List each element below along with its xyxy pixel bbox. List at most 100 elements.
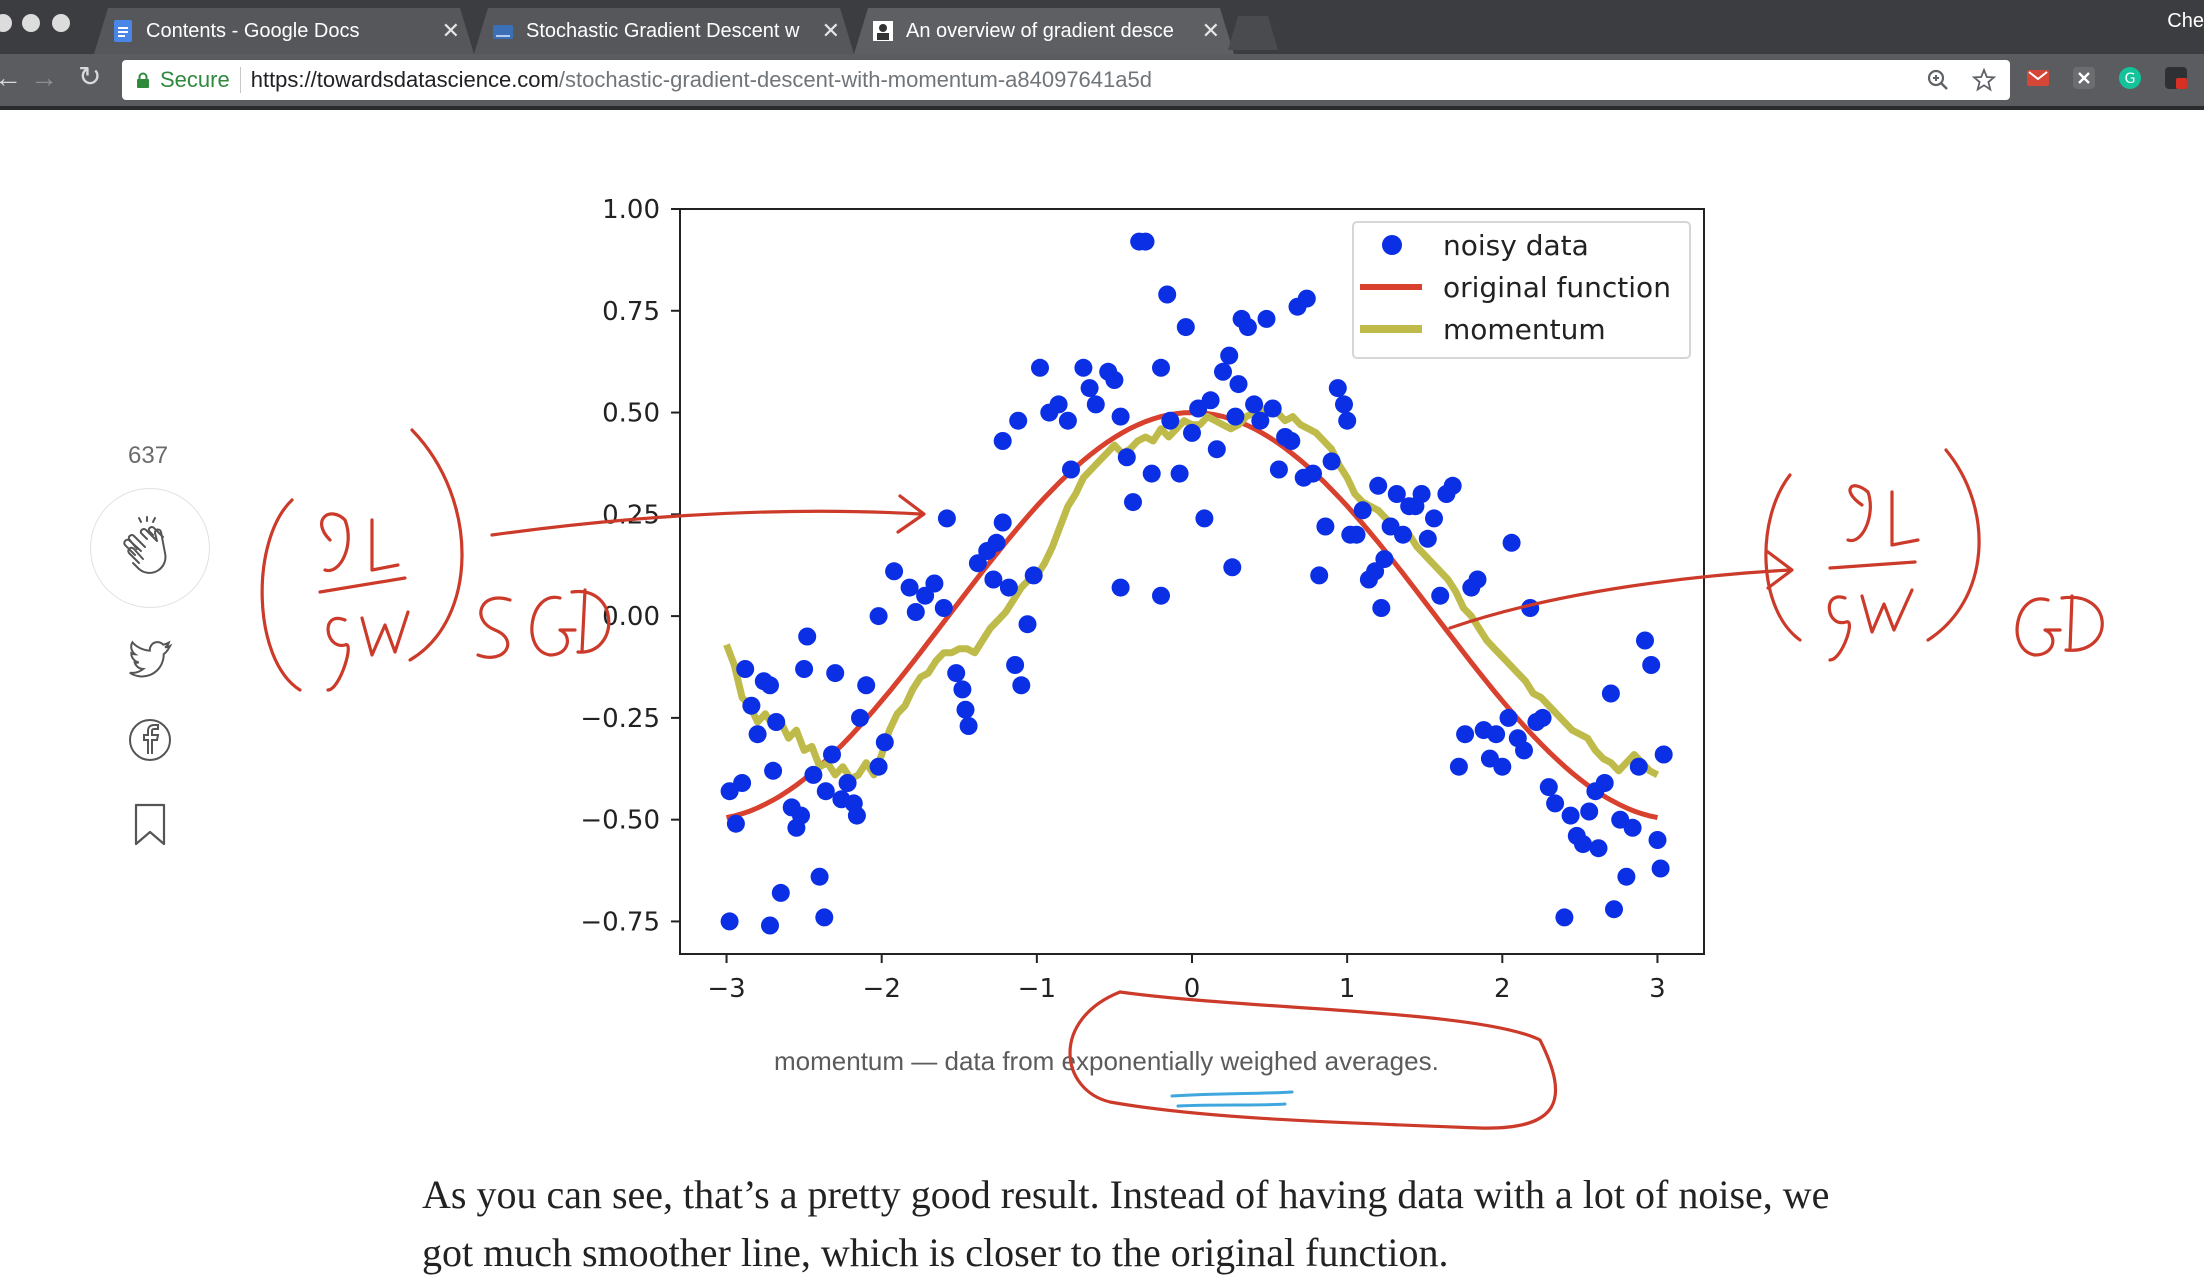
noisy-data-point <box>1257 309 1276 328</box>
x-tick-label: 3 <box>1649 974 1666 1004</box>
noisy-data-point <box>1074 358 1093 377</box>
noisy-data-point <box>1282 432 1301 450</box>
document-icon <box>492 19 514 43</box>
noisy-data-point <box>1338 411 1357 430</box>
legend-label-original-function: original function <box>1443 271 1671 304</box>
noisy-data-point <box>1111 578 1130 597</box>
noisy-data-point <box>1238 318 1257 337</box>
noisy-data-point <box>1062 460 1080 479</box>
bookmark-star-icon[interactable] <box>1972 68 1996 92</box>
noisy-data-point <box>1654 745 1673 764</box>
noisy-data-point <box>1636 631 1654 650</box>
close-extension-icon[interactable] <box>2072 66 2096 90</box>
noisy-data-point <box>1024 566 1043 585</box>
noisy-data-point <box>1214 362 1232 381</box>
bookmark-icon[interactable] <box>132 802 168 848</box>
legend-swatch-noisy-data <box>1382 235 1402 255</box>
noisy-data-point <box>823 745 841 764</box>
noisy-data-point <box>984 570 1003 589</box>
noisy-data-point <box>810 867 829 886</box>
maximize-window-button[interactable] <box>52 14 70 32</box>
article-paragraph: As you can see, that’s a pretty good res… <box>422 1172 1830 1275</box>
reload-icon[interactable]: ↻ <box>78 61 102 92</box>
noisy-data-point <box>1322 452 1341 471</box>
noisy-data-point <box>1353 501 1372 520</box>
noisy-data-point <box>1561 806 1580 825</box>
noisy-data-point <box>993 432 1012 450</box>
noisy-data-point <box>1617 867 1636 886</box>
noisy-data-point <box>798 627 817 646</box>
x-tick-label: 0 <box>1184 974 1201 1004</box>
noisy-data-point <box>1012 676 1031 695</box>
y-tick-label: −0.75 <box>580 907 660 937</box>
noisy-data-point <box>916 586 935 605</box>
noisy-data-point <box>1161 411 1180 430</box>
twitter-icon[interactable] <box>126 640 174 680</box>
noisy-data-point <box>1533 708 1552 727</box>
noisy-data-point <box>764 761 783 780</box>
close-window-button[interactable] <box>0 14 12 32</box>
chart-axes: −3 −2 −1 0 1 2 3 1.00 0.75 0.50 0.25 0.00 −0.25 −0.50… <box>580 195 1665 1004</box>
clap-count: 637 <box>128 442 169 469</box>
noisy-data-point <box>720 912 739 931</box>
noisy-data-point <box>875 733 894 752</box>
zoom-icon[interactable] <box>1926 68 1950 92</box>
forward-arrow-icon[interactable]: → <box>30 62 58 93</box>
noisy-data-point <box>1195 509 1214 528</box>
facebook-icon[interactable] <box>128 718 172 762</box>
toolbar-edge <box>0 106 2204 110</box>
noisy-data-point <box>1009 411 1028 430</box>
noisy-data-point <box>804 765 823 784</box>
extension-badge-icon[interactable] <box>2164 66 2188 90</box>
clap-button[interactable] <box>90 488 210 608</box>
tab-close-button[interactable]: ✕ <box>441 18 460 43</box>
noisy-data-point <box>1449 757 1468 776</box>
noisy-data-point <box>900 578 919 597</box>
tab-stochastic-gradient-descent[interactable]: Stochastic Gradient Descent w ✕ <box>474 8 854 54</box>
y-tick-label: 0.50 <box>602 399 660 429</box>
noisy-data-point <box>987 533 1006 552</box>
noisy-data-point <box>857 676 876 695</box>
tab-overview-gradient-descent[interactable]: An overview of gradient desce ✕ <box>854 8 1234 54</box>
noisy-data-point <box>1412 485 1431 503</box>
noisy-data-point <box>1049 395 1068 414</box>
noisy-data-point <box>1183 423 1201 442</box>
noisy-data-point <box>1425 509 1443 528</box>
minimize-window-button[interactable] <box>22 14 40 32</box>
y-tick-label: 1.00 <box>602 195 660 225</box>
google-docs-icon <box>112 19 134 43</box>
back-arrow-icon[interactable]: ← <box>0 62 22 93</box>
lock-icon <box>137 72 149 88</box>
tab-title: Stochastic Gradient Descent w <box>526 19 800 42</box>
legend-box <box>1352 221 1691 359</box>
noisy-data-point <box>968 554 987 573</box>
noisy-data-point <box>1105 371 1124 389</box>
new-tab-button[interactable] <box>1228 16 1278 50</box>
noisy-data-point <box>1201 391 1220 410</box>
noisy-data-point <box>1310 566 1329 585</box>
url-host: https://towardsdatascience.com <box>250 67 559 92</box>
tab-google-docs[interactable]: Contents - Google Docs ✕ <box>94 8 474 54</box>
noisy-data-point <box>1269 460 1288 479</box>
noisy-data-point <box>761 916 779 935</box>
noisy-data-point <box>1251 411 1270 430</box>
site-icon <box>872 19 894 43</box>
noisy-data-point <box>1369 476 1388 495</box>
noisy-data-point <box>953 680 972 699</box>
noisy-data-point <box>1297 289 1316 308</box>
gmail-extension-icon[interactable] <box>2026 66 2050 90</box>
tab-close-button[interactable]: ✕ <box>821 18 840 43</box>
tab-close-button[interactable]: ✕ <box>1201 18 1220 43</box>
legend-label-momentum: momentum <box>1443 313 1606 346</box>
noisy-data-point <box>1468 570 1487 589</box>
grammarly-extension-icon[interactable]: G <box>2118 66 2142 90</box>
noisy-data-point <box>1058 411 1077 430</box>
address-bar[interactable]: Secure https://towardsdatascience.com /s… <box>122 60 2010 100</box>
chart-scatter-points <box>720 232 1673 935</box>
noisy-data-point <box>869 757 888 776</box>
noisy-data-point <box>1515 741 1533 760</box>
noisy-data-point <box>1223 558 1242 577</box>
profile-label[interactable]: Che <box>2167 10 2204 32</box>
noisy-data-point <box>1176 318 1195 337</box>
